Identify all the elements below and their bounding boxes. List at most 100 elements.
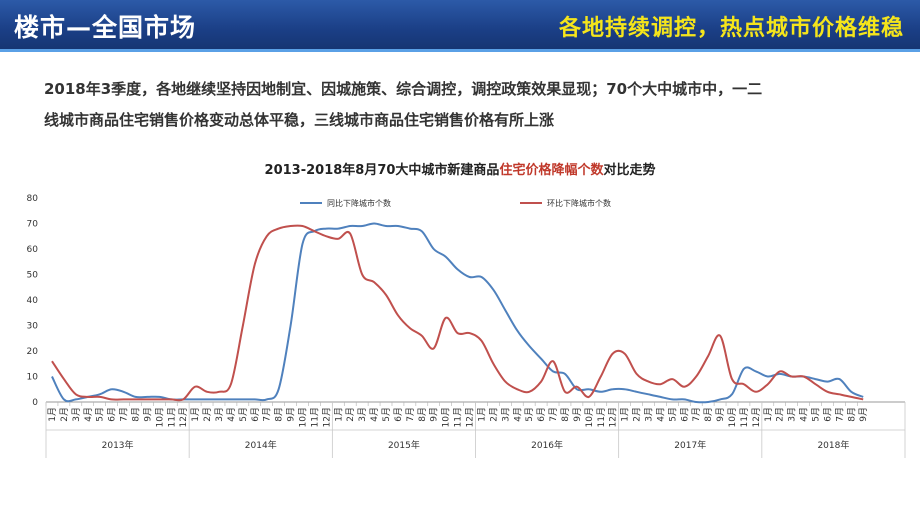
- x-tick-label: 1月: [476, 407, 487, 422]
- x-tick-label: 12月: [608, 407, 619, 427]
- x-tick-label: 4月: [226, 407, 237, 422]
- legend-label: 同比下降城市个数: [327, 198, 391, 208]
- x-tick-label: 3月: [214, 407, 225, 422]
- x-tick-label: 5月: [95, 407, 106, 422]
- x-tick-label: 10月: [154, 407, 165, 427]
- x-tick-label: 12月: [321, 407, 332, 427]
- x-tick-label: 9月: [286, 407, 297, 422]
- x-tick-label: 11月: [739, 407, 750, 427]
- x-tick-label: 8月: [130, 407, 141, 422]
- year-label: 2016年: [531, 439, 563, 451]
- y-tick-label: 0: [32, 398, 38, 408]
- year-label: 2013年: [102, 439, 134, 451]
- y-tick-label: 30: [27, 322, 39, 332]
- x-tick-label: 2月: [59, 407, 70, 422]
- year-label: 2015年: [388, 439, 420, 451]
- chart-series-layer: [51, 222, 864, 404]
- x-tick-label: 5月: [524, 407, 535, 422]
- chart-title-prefix: 2013-2018年8月70大中城市新建商品: [265, 162, 500, 178]
- x-tick-label: 10月: [727, 407, 738, 427]
- year-label: 2014年: [245, 439, 277, 451]
- x-tick-label: 10月: [584, 407, 595, 427]
- x-tick-label: 5月: [238, 407, 249, 422]
- price-decline-line-chart: 2013-2018年8月70大中城市新建商品住宅价格降幅个数对比走势 0 10 20…: [27, 162, 906, 458]
- intro-line-1: 2018年3季度，各地继续坚持因地制宜、因城施策、综合调控，调控政策效果显现；7…: [44, 80, 763, 98]
- x-tick-label: 4月: [369, 407, 380, 422]
- x-tick-label: 8月: [703, 407, 714, 422]
- x-tick-label: 1月: [47, 407, 58, 422]
- x-tick-label: 11月: [596, 407, 607, 427]
- x-tick-label: 2月: [202, 407, 213, 422]
- y-tick-label: 60: [27, 245, 39, 255]
- x-tick-label: 8月: [417, 407, 428, 422]
- chart-title: 2013-2018年8月70大中城市新建商品住宅价格降幅个数对比走势: [265, 162, 656, 178]
- x-tick-label: 8月: [274, 407, 285, 422]
- page-slogan: 各地持续调控，热点城市价格维稳: [558, 16, 904, 41]
- x-tick-label: 4月: [799, 407, 810, 422]
- x-tick-label: 9月: [572, 407, 583, 422]
- x-tick-label: 1月: [333, 407, 344, 422]
- x-tick-label: 11月: [309, 407, 320, 427]
- x-tick-label: 12月: [178, 407, 189, 427]
- chart-title-highlight: 住宅价格降幅个数: [499, 162, 604, 178]
- x-tick-label: 10月: [298, 407, 309, 427]
- x-tick-label: 8月: [560, 407, 571, 422]
- x-tick-label: 3月: [643, 407, 654, 422]
- chart-legend: 同比下降城市个数 环比下降城市个数: [300, 198, 611, 208]
- y-tick-label: 80: [27, 194, 39, 204]
- header-bar: 楼市—全国市场 各地持续调控，热点城市价格维稳: [0, 0, 920, 52]
- x-tick-label: 10月: [441, 407, 452, 427]
- y-tick-label: 40: [27, 296, 39, 306]
- x-tick-label: 1月: [620, 407, 631, 422]
- x-tick-label: 1月: [190, 407, 201, 422]
- x-tick-label: 4月: [655, 407, 666, 422]
- y-tick-label: 20: [27, 347, 39, 357]
- y-tick-label: 70: [27, 220, 39, 230]
- series-line-mom-decline: [51, 224, 864, 402]
- year-label: 2018年: [817, 439, 849, 451]
- x-tick-label: 9月: [429, 407, 440, 422]
- x-tick-label: 3月: [500, 407, 511, 422]
- x-tick-label: 2月: [632, 407, 643, 422]
- x-tick-label: 4月: [83, 407, 94, 422]
- x-tick-label: 12月: [465, 407, 476, 427]
- y-tick-label: 50: [27, 271, 39, 281]
- x-tick-label: 6月: [393, 407, 404, 422]
- x-tick-label: 7月: [119, 407, 130, 422]
- x-tick-label: 6月: [679, 407, 690, 422]
- x-tick-label: 4月: [512, 407, 523, 422]
- x-tick-label: 6月: [107, 407, 118, 422]
- x-tick-label: 12月: [751, 407, 762, 427]
- x-tick-label: 11月: [166, 407, 177, 427]
- x-tick-label: 5月: [667, 407, 678, 422]
- x-tick-label: 3月: [71, 407, 82, 422]
- year-label: 2017年: [674, 439, 706, 451]
- x-tick-label: 7月: [262, 407, 273, 422]
- x-tick-label: 7月: [405, 407, 416, 422]
- x-tick-label: 9月: [715, 407, 726, 422]
- x-tick-label: 6月: [822, 407, 833, 422]
- series-line-yoy-decline: [51, 222, 864, 404]
- x-tick-label: 3月: [787, 407, 798, 422]
- legend-label: 环比下降城市个数: [547, 198, 611, 208]
- x-tick-label: 5月: [811, 407, 822, 422]
- x-tick-label: 2月: [775, 407, 786, 422]
- x-tick-label: 9月: [142, 407, 153, 422]
- intro-paragraph: 2018年3季度，各地继续坚持因地制宜、因城施策、综合调控，调控政策效果显现；7…: [44, 74, 884, 136]
- page-title: 楼市—全国市场: [14, 13, 197, 42]
- x-tick-label: 2月: [488, 407, 499, 422]
- x-tick-label: 7月: [691, 407, 702, 422]
- y-tick-label: 10: [27, 373, 39, 383]
- x-tick-label: 7月: [834, 407, 845, 422]
- x-tick-label: 6月: [536, 407, 547, 422]
- x-tick-label: 3月: [357, 407, 368, 422]
- chart-title-suffix: 对比走势: [603, 162, 655, 178]
- x-tick-label: 8月: [846, 407, 857, 422]
- x-tick-label: 5月: [381, 407, 392, 422]
- intro-line-2: 线城市商品住宅销售价格变动总体平稳，三线城市商品住宅销售价格有所上涨: [44, 111, 555, 129]
- x-tick-label: 7月: [548, 407, 559, 422]
- x-tick-label: 11月: [453, 407, 464, 427]
- x-tick-label: 9月: [858, 407, 869, 422]
- x-tick-label: 1月: [763, 407, 774, 422]
